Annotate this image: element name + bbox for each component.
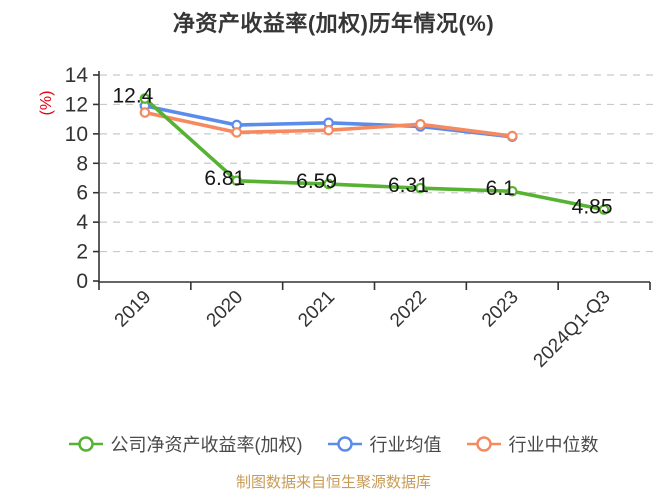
x-category-label: 2024Q1-Q3 [530,287,615,372]
legend-label-company-roe: 公司净资产收益率(加权) [110,435,303,455]
data-point-industry-median-2020[interactable] [231,127,243,138]
series-line-company-roe [143,96,606,212]
x-category-label: 2022 [386,287,431,332]
data-point-company-roe-2019[interactable] [139,93,151,104]
value-label-company-roe-2024Q1-Q3: 4.85 [572,196,613,219]
series-industry-median [139,107,518,142]
y-tick-label: 14 [65,64,89,87]
legend-label-industry-median: 行业中位数 [508,435,599,455]
y-tick-label: 8 [76,152,88,175]
x-category-label: 2020 [203,287,248,332]
value-label-company-roe-2019: 12.4 [112,85,153,108]
data-point-company-roe-2023[interactable] [506,185,518,197]
chart-title: 净资产收益率(加权)历年情况(%) [172,11,495,36]
legend-marker-industry-avg-icon [327,436,362,452]
y-tick-label: 12 [65,93,88,116]
y-tick-label: 10 [65,123,88,146]
x-category-label: 2019 [111,287,156,332]
value-label-company-roe-2020: 6.81 [204,167,245,190]
value-label-company-roe-2023: 6.1 [486,177,515,200]
y-axis-name: (%) [38,91,55,116]
y-tick-label: 6 [76,182,88,205]
data-point-company-roe-2024Q1-Q3[interactable] [598,204,610,215]
series-company-roe [139,93,610,215]
legend-marker-industry-median-icon [466,436,501,452]
data-point-industry-median-2023[interactable] [506,130,518,142]
data-point-company-roe-2021[interactable] [323,178,334,190]
legend-label-industry-avg: 行业均值 [369,435,442,455]
legend-item-industry-median[interactable]: 行业中位数 [466,431,599,457]
y-tick-label: 0 [76,270,88,293]
legend: 公司净资产收益率(加权) 行业均值 行业中位数 [0,431,667,457]
y-tick-label: 4 [76,211,88,234]
x-category-label: 2021 [294,287,339,332]
x-category-label: 2023 [478,287,523,332]
data-point-company-roe-2022[interactable] [415,182,426,194]
data-point-industry-median-2019[interactable] [139,107,151,118]
data-point-industry-median-2021[interactable] [323,124,334,136]
data-point-company-roe-2020[interactable] [231,175,243,187]
value-label-company-roe-2022: 6.31 [388,174,429,197]
legend-item-industry-avg[interactable]: 行业均值 [327,431,442,457]
data-source-note: 制图数据来自恒生聚源数据库 [235,474,431,491]
legend-item-company-roe[interactable]: 公司净资产收益率(加权) [68,431,303,457]
value-label-company-roe-2021: 6.59 [296,170,337,193]
data-point-industry-median-2022[interactable] [415,118,426,130]
y-tick-label: 2 [76,241,88,264]
legend-marker-company-roe-icon [68,436,103,452]
roe-line-chart[interactable]: 0 2 4 6 8 10 12 14 2019 2020 2021 2022 2023 2024Q1-Q3… [0,0,667,425]
